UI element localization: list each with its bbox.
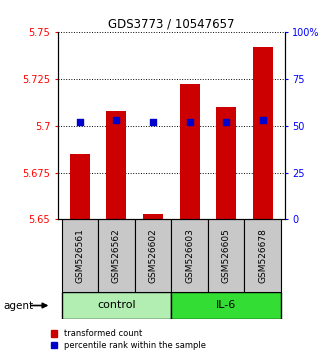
Point [114,117,119,123]
Bar [62,292,171,319]
Bar [62,219,98,292]
Text: GSM526605: GSM526605 [222,228,231,283]
Bar [135,219,171,292]
Text: agent: agent [3,301,33,310]
Bar [171,292,281,319]
Bar [98,219,135,292]
Bar [216,107,236,219]
Point [223,119,229,125]
Bar [70,154,90,219]
Legend: transformed count, percentile rank within the sample: transformed count, percentile rank withi… [51,329,206,350]
Point [260,117,265,123]
Text: GSM526678: GSM526678 [258,228,267,283]
Text: GSM526602: GSM526602 [149,228,158,283]
Title: GDS3773 / 10547657: GDS3773 / 10547657 [108,18,235,31]
Point [187,119,192,125]
Text: GSM526603: GSM526603 [185,228,194,283]
Bar [171,219,208,292]
Text: GSM526561: GSM526561 [75,228,84,283]
Bar [208,219,244,292]
Point [150,119,156,125]
Point [77,119,82,125]
Text: IL-6: IL-6 [216,300,236,310]
Text: control: control [97,300,136,310]
Text: GSM526562: GSM526562 [112,228,121,283]
Bar [106,111,126,219]
Bar [179,84,200,219]
Bar [143,214,163,219]
Bar [244,219,281,292]
Bar [253,47,273,219]
